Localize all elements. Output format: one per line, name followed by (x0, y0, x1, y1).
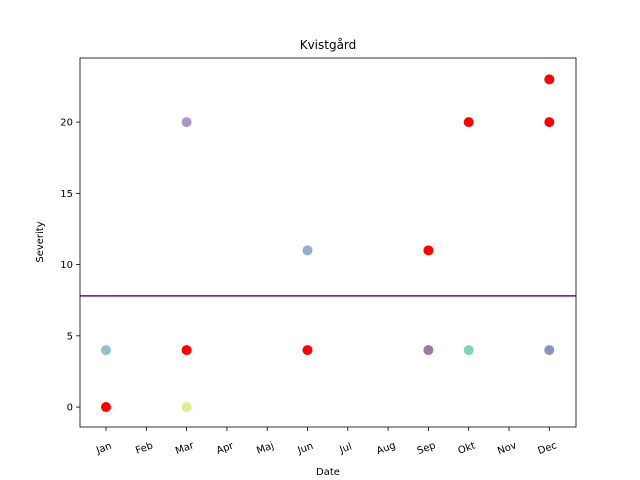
y-axis: 0 5 10 15 20 (60, 118, 80, 414)
x-tick-label: Jul (337, 441, 353, 456)
scatter-point (101, 345, 111, 356)
scatter-point (463, 117, 474, 128)
scatter-point (544, 117, 555, 128)
x-axis-label: Date (316, 467, 340, 478)
data-markers (101, 74, 555, 413)
x-tick-label: Feb (134, 440, 154, 456)
scatter-point (423, 345, 434, 356)
scatter-point (423, 245, 434, 256)
plot-area (80, 58, 576, 427)
x-tick-label: Aug (375, 440, 397, 457)
x-tick-label: Jan (94, 441, 113, 457)
y-tick-label: 10 (60, 260, 73, 271)
scatter-point (181, 345, 192, 356)
x-tick-label: Apr (215, 440, 236, 457)
x-tick-label: Maj (255, 440, 275, 456)
y-axis-label: Severity (35, 221, 46, 262)
chart-title: Kvistgård (300, 38, 357, 52)
scatter-point (302, 345, 313, 356)
y-tick-label: 15 (60, 189, 73, 200)
plot-frame (79, 57, 577, 428)
y-tick-label: 5 (67, 331, 73, 342)
scatter-point (101, 402, 111, 413)
scatter-point (544, 345, 555, 356)
x-axis: Jan Feb Mar Apr Maj Jun Jul Aug Sep Okt Nov Dec (94, 427, 558, 457)
scatter-point (463, 345, 474, 356)
scatter-point (544, 74, 555, 85)
x-tick-label: Okt (457, 440, 477, 456)
x-tick-label: Nov (496, 440, 518, 457)
y-tick-label: 0 (67, 403, 73, 414)
x-tick-label: Jun (295, 441, 314, 457)
x-tick-label: Sep (416, 440, 437, 457)
y-tick-label: 20 (60, 118, 73, 129)
x-tick-label: Mar (174, 440, 196, 457)
scatter-point (302, 245, 313, 256)
scatter-point (181, 117, 192, 128)
x-tick-label: Dec (536, 440, 558, 457)
scatter-point (181, 402, 192, 413)
